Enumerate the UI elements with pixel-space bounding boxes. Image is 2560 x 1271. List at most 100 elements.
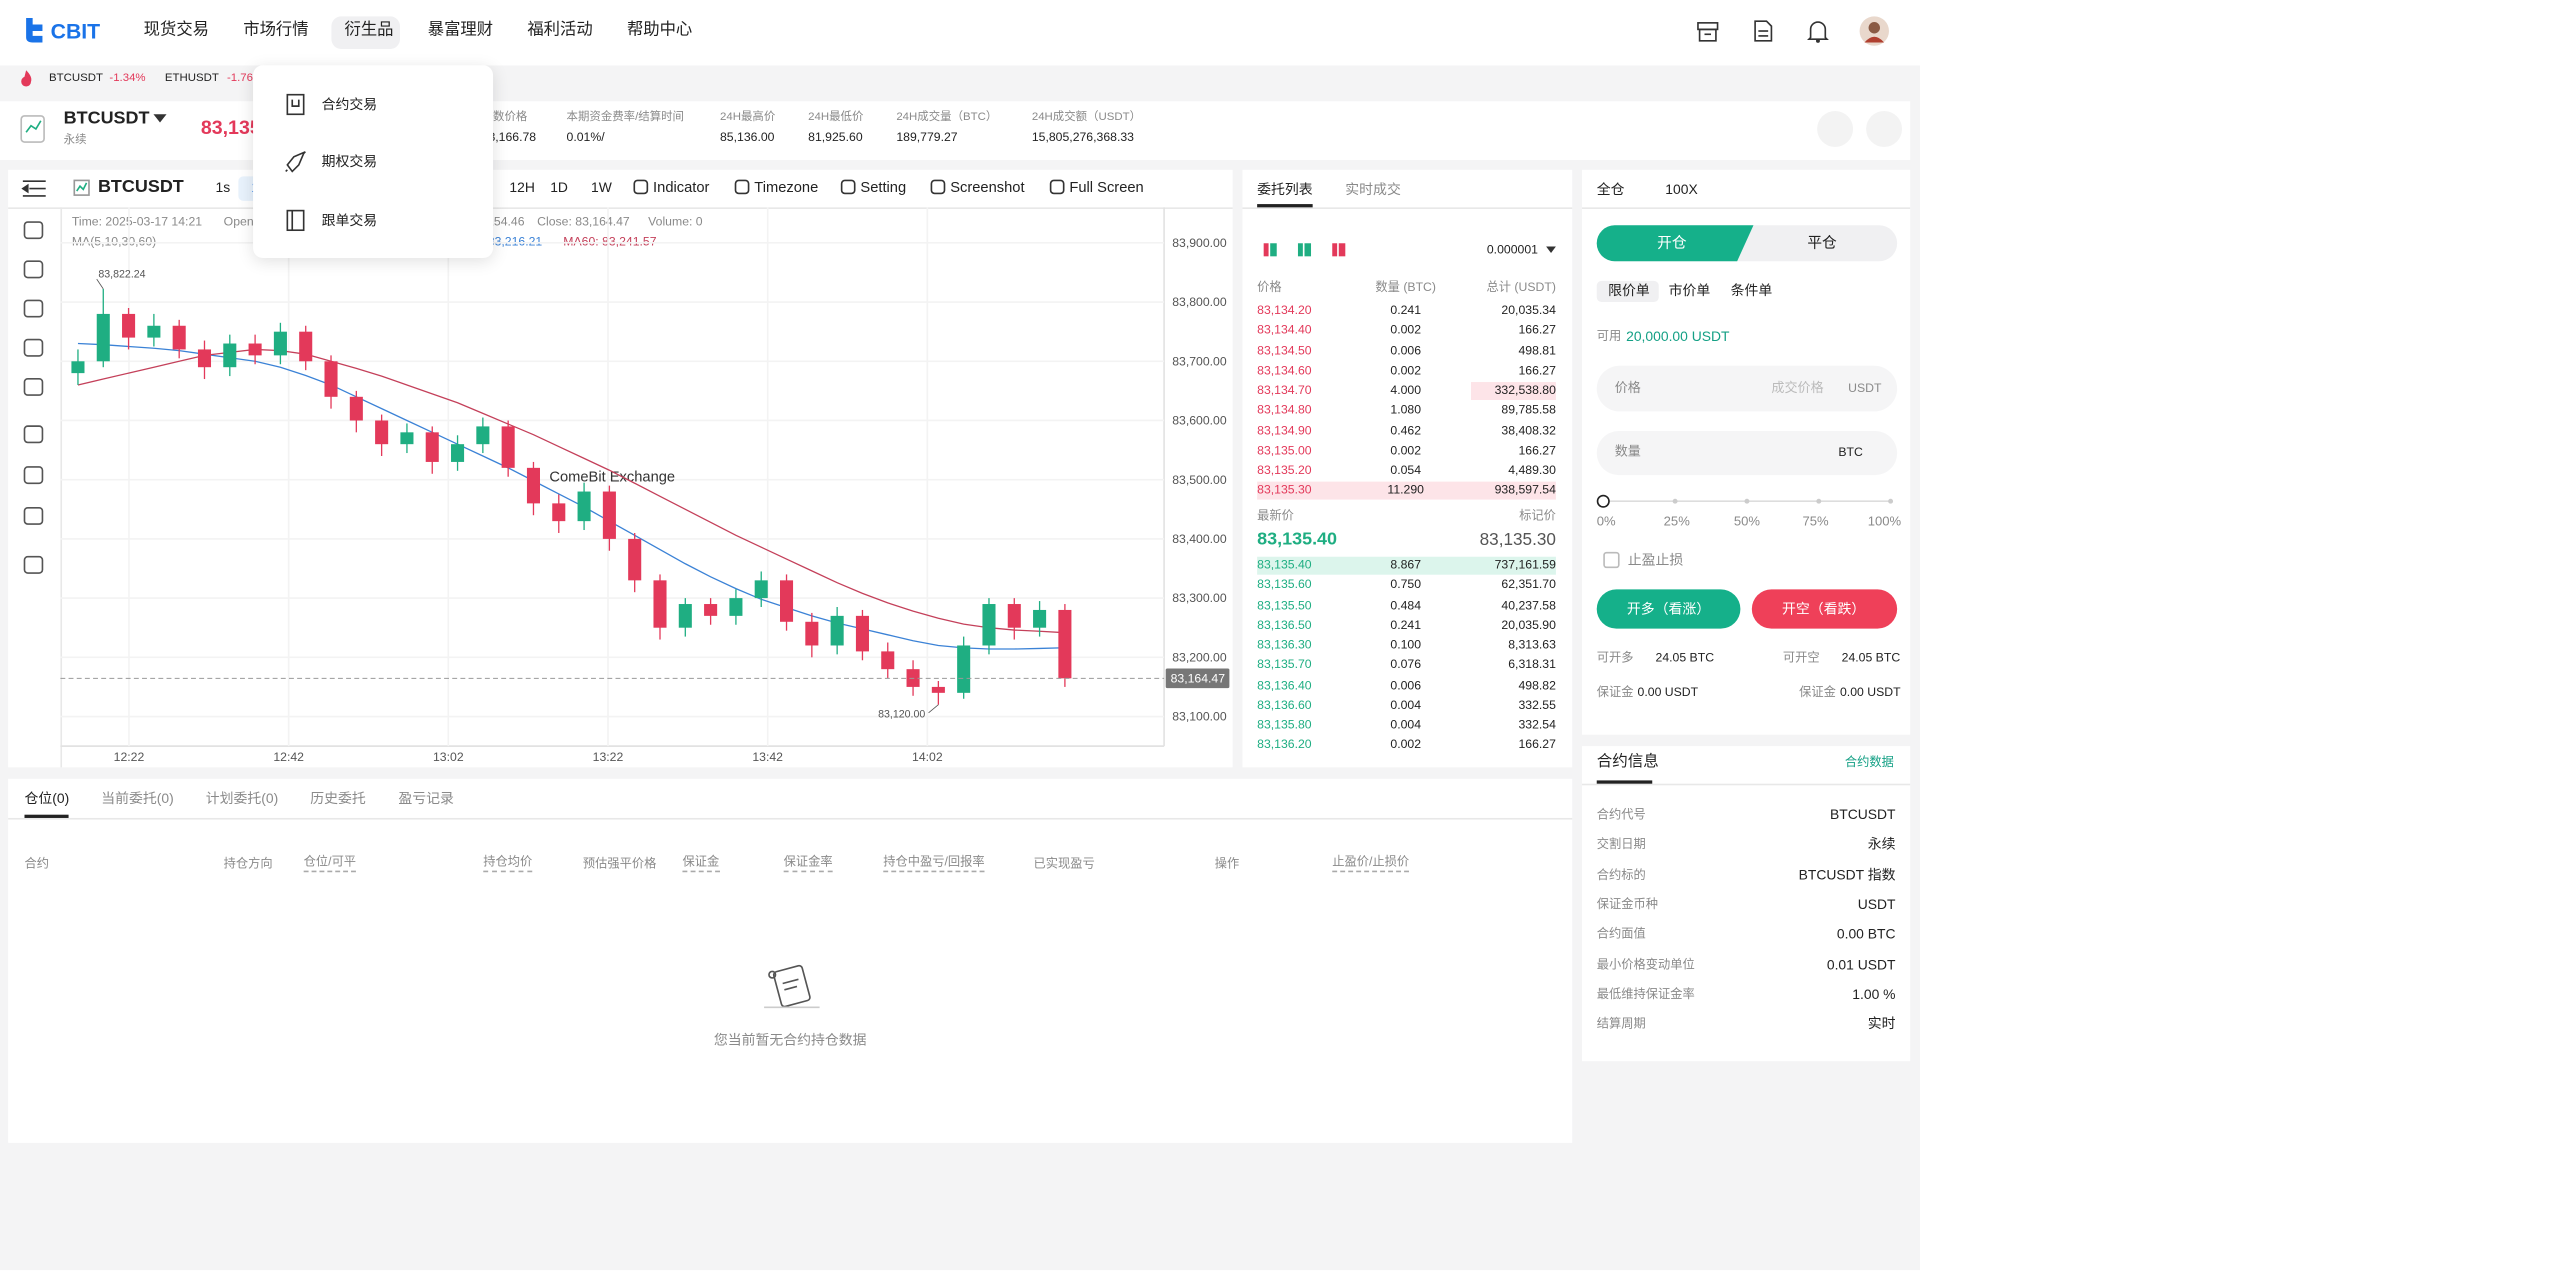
percent-label[interactable]: 50%: [1733, 514, 1761, 529]
kline-chart[interactable]: 83,100.00 83,200.00 83,300.00 83,400.00 83,5…: [8, 170, 1232, 768]
menu-icon[interactable]: [21, 180, 46, 198]
interval[interactable]: 1D: [550, 179, 568, 196]
position-tab[interactable]: 当前委托(0): [101, 789, 174, 807]
ticker-symbol[interactable]: BTCUSDT: [48, 72, 103, 85]
book-price[interactable]: 83,135.60: [1257, 577, 1312, 592]
book-price[interactable]: 83,136.60: [1257, 697, 1312, 712]
logo[interactable]: CBIT: [50, 18, 101, 44]
long-label[interactable]: 开多（看涨）: [1626, 600, 1711, 617]
tool-button[interactable]: Setting: [860, 178, 907, 196]
tool-icon[interactable]: [23, 338, 44, 357]
interval[interactable]: 12H: [509, 179, 535, 196]
long-button[interactable]: [1596, 589, 1741, 629]
price-input[interactable]: [1596, 365, 1898, 412]
percent-label[interactable]: 100%: [1867, 514, 1902, 529]
book-price[interactable]: 83,134.20: [1257, 302, 1312, 318]
precision-caret[interactable]: [1546, 246, 1556, 254]
book-price[interactable]: 83,136.40: [1257, 677, 1312, 692]
book-price[interactable]: 83,134.80: [1257, 402, 1312, 418]
book-price[interactable]: 83,135.70: [1257, 657, 1312, 672]
percent-label[interactable]: 75%: [1802, 514, 1829, 529]
menu-item[interactable]: 合约交易: [321, 95, 378, 113]
percent-label[interactable]: 0%: [1596, 514, 1616, 529]
book-price[interactable]: 83,135.30: [1257, 482, 1312, 498]
orders-icon[interactable]: [1696, 21, 1719, 42]
order-type[interactable]: 限价单: [1608, 282, 1650, 299]
position-tab[interactable]: 盈亏记录: [398, 789, 454, 807]
leverage[interactable]: 100X: [1665, 180, 1698, 198]
book-tab[interactable]: 实时成交: [1345, 180, 1401, 198]
tool-icon[interactable]: [23, 260, 44, 279]
tool-button[interactable]: Timezone: [754, 178, 819, 196]
book-price[interactable]: 83,134.40: [1257, 322, 1312, 338]
book-tab[interactable]: 委托列表: [1257, 180, 1313, 198]
margin-mode[interactable]: 全仓: [1596, 180, 1625, 198]
order-type[interactable]: 条件单: [1730, 282, 1773, 299]
ticker-symbol[interactable]: ETHUSDT: [164, 72, 219, 85]
nav-item[interactable]: 现货交易: [143, 21, 209, 40]
tool-icon[interactable]: [23, 425, 44, 444]
position-tab[interactable]: 仓位(0): [24, 789, 70, 807]
tool-icon[interactable]: [633, 179, 649, 195]
tool-icon[interactable]: [23, 466, 44, 485]
book-price[interactable]: 83,134.90: [1257, 422, 1312, 438]
symbol[interactable]: BTCUSDT: [63, 108, 150, 129]
tool-icon[interactable]: [23, 377, 44, 396]
short-button[interactable]: [1751, 589, 1898, 629]
nav-item[interactable]: 帮助中心: [626, 21, 693, 40]
tool-icon[interactable]: [840, 179, 856, 195]
book-price[interactable]: 83,135.20: [1257, 462, 1312, 478]
qty-unit[interactable]: BTC: [1838, 444, 1863, 460]
book-price[interactable]: 83,134.70: [1257, 382, 1312, 398]
tab-open[interactable]: 开仓: [1657, 234, 1687, 251]
percent-label[interactable]: 25%: [1663, 514, 1690, 529]
short-label[interactable]: 开空（看跌）: [1782, 600, 1866, 617]
info-link[interactable]: 合约数据: [1844, 754, 1894, 770]
position-tab[interactable]: 历史委托: [310, 789, 366, 807]
tool-button[interactable]: Full Screen: [1069, 178, 1144, 196]
menu-item[interactable]: 期权交易: [321, 153, 378, 170]
percent-slider[interactable]: [1596, 493, 1901, 509]
tool-button[interactable]: Screenshot: [950, 178, 1025, 196]
bell-icon[interactable]: [1807, 20, 1829, 43]
book-price[interactable]: 83,134.50: [1257, 342, 1312, 358]
interval[interactable]: 1W: [591, 179, 612, 196]
tool-icon[interactable]: [1049, 179, 1065, 195]
tool-icon[interactable]: [23, 221, 44, 240]
book-price[interactable]: 83,135.80: [1257, 717, 1312, 732]
candle-body: [375, 420, 389, 445]
toggle-open[interactable]: [1596, 225, 1754, 262]
book-price[interactable]: 83,135.40: [1257, 557, 1312, 572]
tool-icon[interactable]: [23, 506, 44, 525]
tab-close[interactable]: 平仓: [1807, 234, 1837, 251]
book-price[interactable]: 83,135.50: [1257, 597, 1312, 612]
nav-item[interactable]: 市场行情: [243, 21, 309, 40]
book-mode-icons[interactable]: [1263, 243, 1378, 257]
tool-button[interactable]: Indicator: [653, 178, 710, 196]
book-price[interactable]: 83,136.20: [1257, 737, 1312, 752]
precision[interactable]: 0.000001: [1486, 242, 1538, 257]
nav-item[interactable]: 福利活动: [527, 21, 593, 40]
tool-icon[interactable]: [930, 179, 946, 195]
symbol-caret[interactable]: [153, 114, 167, 124]
order-type[interactable]: 市价单: [1668, 282, 1711, 299]
tool-icon[interactable]: [23, 299, 44, 318]
report-button[interactable]: [1817, 111, 1854, 147]
doc-icon[interactable]: [1753, 20, 1773, 43]
nav-item[interactable]: 暴富理财: [427, 21, 494, 40]
position-tab[interactable]: 计划委托(0): [205, 789, 279, 807]
menu-item[interactable]: 跟单交易: [321, 211, 378, 229]
qty-input[interactable]: [1596, 431, 1898, 476]
settings-button[interactable]: [1866, 111, 1903, 147]
book-price[interactable]: 83,136.50: [1257, 617, 1312, 632]
book-price[interactable]: 83,136.30: [1257, 637, 1312, 652]
tool-icon[interactable]: [734, 179, 750, 195]
book-price[interactable]: 83,135.00: [1257, 442, 1312, 458]
avatar[interactable]: [1859, 16, 1889, 46]
book-price[interactable]: 83,134.60: [1257, 362, 1312, 378]
tpsl-checkbox[interactable]: [1603, 551, 1620, 569]
tool-icon[interactable]: [23, 555, 44, 574]
interval[interactable]: 1s: [215, 179, 231, 196]
drawing-tools[interactable]: [18, 219, 51, 595]
nav-item[interactable]: 衍生品: [344, 21, 394, 40]
